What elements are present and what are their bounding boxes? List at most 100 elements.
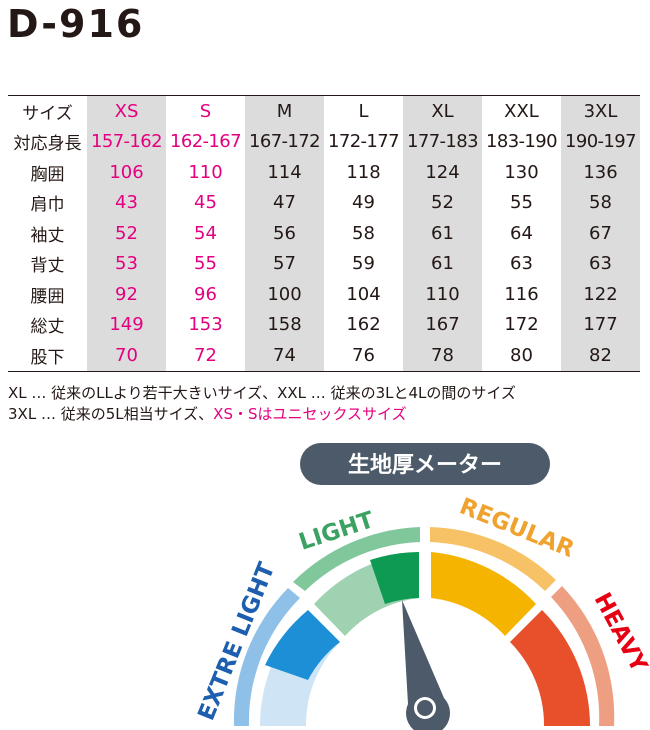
size-value-cell: 78 xyxy=(403,340,482,371)
measurement-label: 総丈 xyxy=(30,317,65,338)
size-value-cell: 114 xyxy=(245,157,324,188)
size-value-cell: 63 xyxy=(561,248,640,279)
fabric-thickness-meter: 生地厚メーター EXTRE LIGHT LIGHT REGULAR HEAVY xyxy=(193,443,650,730)
size-value-cell: 183-190 xyxy=(485,131,558,153)
size-value-cell: 110 xyxy=(403,279,482,310)
size-table-row: 対応身長 157-162 162-167 167-172 172-177 177-183 1… xyxy=(8,126,640,157)
size-table-row: 肩巾 43 45 47 49 52 55 58 xyxy=(8,187,640,218)
size-value-cell: 82 xyxy=(561,340,640,371)
size-table-row: 股下 70 72 74 76 78 80 82 xyxy=(8,340,640,371)
size-value-cell: 61 xyxy=(403,248,482,279)
size-value-cell: 124 xyxy=(403,157,482,188)
size-value-cell: 45 xyxy=(194,192,217,214)
size-value-cell: 49 xyxy=(352,192,375,214)
product-code: D-916 xyxy=(7,2,145,46)
size-value-cell: 96 xyxy=(194,283,217,305)
size-note-2: 3XL … 従来の5L相当サイズ、XS・Sはユニセックスサイズ xyxy=(8,404,516,425)
size-table-row: 袖丈 52 54 56 58 61 64 67 xyxy=(8,218,640,249)
size-value-cell: 177 xyxy=(561,309,640,340)
extra-light-segment xyxy=(265,610,340,680)
size-value-cell: 80 xyxy=(510,344,533,366)
size-value-cell: 177-183 xyxy=(403,126,482,157)
heavy-outer-arc xyxy=(551,586,615,726)
size-xl-header: XL xyxy=(403,95,482,127)
size-column-label: サイズ xyxy=(22,103,73,124)
size-value-cell: 74 xyxy=(245,340,324,371)
regular-outer-arc xyxy=(430,527,556,591)
light-outer-arc xyxy=(293,527,420,591)
size-m-header: M xyxy=(245,95,324,127)
size-table: サイズ XS S M L XL XXL 3XL 対応身長 157-162 162-1… xyxy=(8,95,640,372)
light-segment xyxy=(370,552,419,604)
size-value-cell: 106 xyxy=(87,157,166,188)
meter-title: 生地厚メーター xyxy=(348,453,502,478)
size-value-cell: 172 xyxy=(504,314,539,336)
measurement-label: 対応身長 xyxy=(13,134,82,155)
size-value-cell: 118 xyxy=(346,161,381,183)
size-value-cell: 67 xyxy=(561,218,640,249)
size-value-cell: 157-162 xyxy=(87,126,166,157)
measurement-label: 背丈 xyxy=(30,256,65,277)
meter-outer-band xyxy=(233,527,615,726)
size-value-cell: 72 xyxy=(194,344,217,366)
size-value-cell: 58 xyxy=(352,222,375,244)
size-table-row: 腰囲 92 96 100 104 110 116 122 xyxy=(8,279,640,310)
size-table-row: 総丈 149 153 158 162 167 172 177 xyxy=(8,309,640,340)
size-value-cell: 153 xyxy=(188,314,223,336)
unisex-note: XS・Sはユニセックスサイズ xyxy=(213,405,407,423)
size-value-cell: 167 xyxy=(403,309,482,340)
size-value-cell: 56 xyxy=(245,218,324,249)
size-value-cell: 116 xyxy=(504,283,539,305)
size-value-cell: 110 xyxy=(188,161,223,183)
size-value-cell: 162 xyxy=(346,314,381,336)
size-xxl-header: XXL xyxy=(504,100,539,122)
size-s-header: S xyxy=(199,100,212,122)
size-table-body: 対応身長 157-162 162-167 167-172 172-177 177-183 1… xyxy=(8,126,640,371)
size-xs-header: XS xyxy=(87,95,166,127)
size-table-row: 背丈 53 55 57 59 61 63 63 xyxy=(8,248,640,279)
size-value-cell: 53 xyxy=(87,248,166,279)
size-value-cell: 54 xyxy=(194,222,217,244)
measurement-label: 腰囲 xyxy=(30,286,65,307)
extra-light-outer-arc xyxy=(233,588,300,726)
measurement-label: 股下 xyxy=(30,347,65,368)
size-value-cell: 64 xyxy=(510,222,533,244)
size-value-cell: 92 xyxy=(87,279,166,310)
size-header-row: サイズ XS S M L XL XXL 3XL xyxy=(8,95,640,127)
meter-title-badge xyxy=(300,443,550,485)
size-notes: XL … 従来のLLより若干大きいサイズ、XXL … 従来の3Lと4Lの間のサイ… xyxy=(8,383,516,425)
size-value-cell: 100 xyxy=(245,279,324,310)
size-value-cell: 158 xyxy=(245,309,324,340)
meter-needle xyxy=(402,600,450,730)
size-value-cell: 172-177 xyxy=(327,131,400,153)
size-value-cell: 61 xyxy=(403,218,482,249)
size-value-cell: 59 xyxy=(352,253,375,275)
measurement-label: 胸囲 xyxy=(30,164,65,185)
size-note-2-text: 3XL … 従来の5L相当サイズ、 xyxy=(8,405,214,423)
size-value-cell: 149 xyxy=(87,309,166,340)
size-value-cell: 190-197 xyxy=(561,126,640,157)
size-l-header: L xyxy=(358,100,369,122)
size-3xl-header: 3XL xyxy=(561,95,640,127)
size-value-cell: 70 xyxy=(87,340,166,371)
size-value-cell: 63 xyxy=(510,253,533,275)
size-value-cell: 167-172 xyxy=(245,126,324,157)
size-value-cell: 52 xyxy=(403,187,482,218)
size-value-cell: 52 xyxy=(87,218,166,249)
size-value-cell: 55 xyxy=(194,253,217,275)
size-value-cell: 43 xyxy=(87,187,166,218)
size-value-cell: 162-167 xyxy=(169,131,242,153)
size-value-cell: 47 xyxy=(245,187,324,218)
meter-inner-band xyxy=(260,552,590,726)
size-value-cell: 104 xyxy=(346,283,381,305)
size-value-cell: 130 xyxy=(504,161,539,183)
size-table-row: 胸囲 106 110 114 118 124 130 136 xyxy=(8,157,640,188)
measurement-label: 肩巾 xyxy=(30,195,65,216)
size-value-cell: 55 xyxy=(510,192,533,214)
regular-segment xyxy=(431,552,536,636)
heavy-segment xyxy=(510,610,590,726)
size-note-1: XL … 従来のLLより若干大きいサイズ、XXL … 従来の3Lと4Lの間のサイ… xyxy=(8,384,516,402)
measurement-label: 袖丈 xyxy=(30,225,65,246)
size-value-cell: 122 xyxy=(561,279,640,310)
size-value-cell: 76 xyxy=(352,344,375,366)
